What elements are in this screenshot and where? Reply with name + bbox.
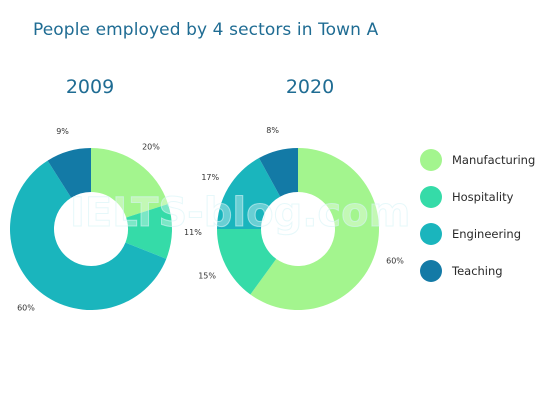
data-label-2009-manufacturing: 20%: [142, 142, 160, 151]
slice-2020-teaching: [258, 148, 298, 197]
legend-label-teaching: Teaching: [451, 264, 503, 278]
legend-label-engineering: Engineering: [452, 227, 521, 241]
legend-swatch-manufacturing: [420, 149, 442, 171]
slice-2020-hospitality: [217, 229, 277, 295]
chart-title-2020: 2020: [285, 76, 335, 98]
legend-label-manufacturing: Manufacturing: [452, 153, 535, 167]
page-title: People employed by 4 sectors in Town A: [33, 20, 379, 40]
legend-label-hospitality: Hospitality: [452, 190, 514, 204]
watermark-text: IELTS-blog.com: [70, 190, 410, 236]
legend-swatch-hospitality: [420, 186, 442, 208]
data-label-2020-hospitality: 15%: [198, 271, 216, 280]
data-label-2020-engineering: 17%: [201, 173, 219, 182]
legend-swatch-engineering: [420, 223, 442, 245]
data-label-2020-teaching: 8%: [266, 126, 279, 135]
slice-2009-teaching: [47, 148, 91, 198]
data-label-2009-teaching: 9%: [56, 127, 69, 136]
slice-2020-manufacturing: [250, 148, 379, 311]
data-label-2020-manufacturing: 60%: [386, 257, 404, 266]
data-label-2009-engineering: 60%: [17, 304, 35, 313]
slice-2009-hospitality: [125, 203, 173, 259]
slice-2009-manufacturing: [91, 148, 169, 218]
legend-swatch-teaching: [420, 260, 442, 282]
slice-2009-engineering: [9, 160, 167, 310]
chart-title-2009: 2009: [65, 76, 115, 98]
slice-2020-engineering: [217, 158, 281, 229]
data-label-2009-hospitality: 11%: [184, 228, 202, 237]
